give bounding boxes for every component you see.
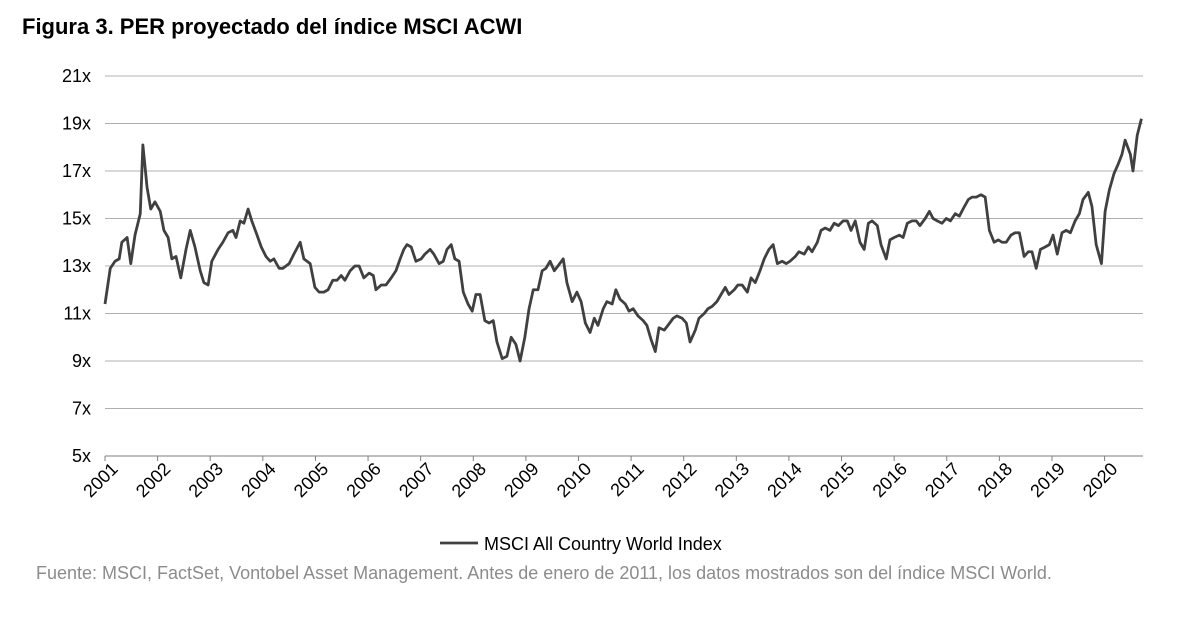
y-tick-label: 19x <box>62 114 91 134</box>
x-tick-label: 2014 <box>763 459 805 501</box>
x-tick-label: 2020 <box>1079 459 1121 501</box>
x-tick-label: 2019 <box>1026 459 1068 501</box>
y-tick-label: 17x <box>62 161 91 181</box>
x-tick-label: 2011 <box>606 459 648 501</box>
x-tick-label: 2008 <box>448 459 490 501</box>
y-tick-label: 11x <box>63 304 91 324</box>
x-tick-label: 2017 <box>921 459 963 501</box>
x-tick-label: 2004 <box>237 459 279 501</box>
x-tick-label: 2003 <box>185 459 227 501</box>
chart-title: Figura 3. PER proyectado del índice MSCI… <box>22 14 522 39</box>
x-tick-label: 2016 <box>869 459 911 501</box>
y-tick-label: 15x <box>62 209 91 229</box>
x-tick-label: 2010 <box>553 459 595 501</box>
x-tick-label: 2006 <box>342 459 384 501</box>
series-line <box>103 118 1143 363</box>
y-tick-label: 9x <box>72 351 91 371</box>
x-tick-label: 2015 <box>816 459 858 501</box>
x-tick-label: 2007 <box>395 459 437 501</box>
x-tick-label: 2018 <box>974 459 1016 501</box>
legend-label: MSCI All Country World Index <box>484 534 722 554</box>
x-tick-label: 2005 <box>290 459 332 501</box>
x-tick-label: 2002 <box>132 459 174 501</box>
source-box: Fuente: MSCI, FactSet, Vontobel Asset Ma… <box>36 563 1052 583</box>
x-tick-label: 2012 <box>658 459 700 501</box>
y-tick-label: 7x <box>72 399 91 419</box>
x-tick-label: 2009 <box>500 459 542 501</box>
source-note: Fuente: MSCI, FactSet, Vontobel Asset Ma… <box>36 563 1052 583</box>
y-tick-label: 13x <box>62 256 91 276</box>
x-tick-label: 2013 <box>711 459 753 501</box>
y-tick-label: 21x <box>62 66 91 86</box>
y-tick-label: 5x <box>72 446 91 466</box>
